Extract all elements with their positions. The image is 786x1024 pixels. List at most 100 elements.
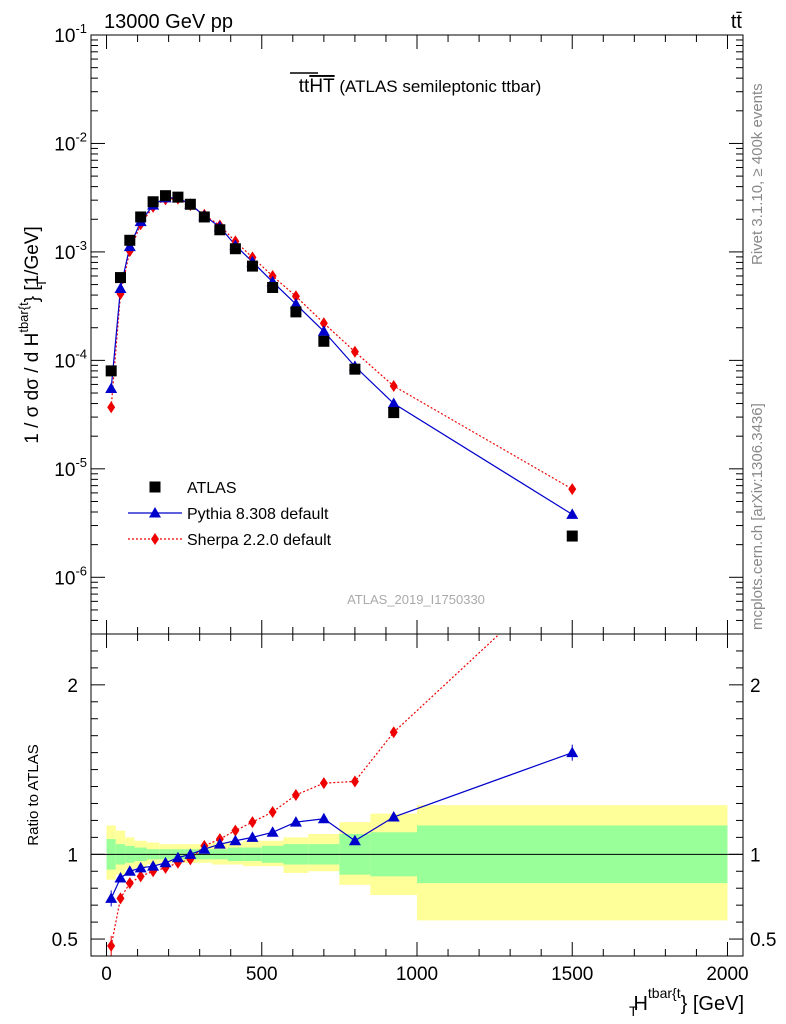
atlas-point (135, 211, 147, 223)
atlas-point (114, 272, 126, 284)
plot-title-main: tt (299, 76, 310, 97)
atlas-point (184, 198, 196, 210)
atlas-point (147, 196, 159, 208)
y-tick-label: 10-4 (54, 346, 87, 372)
x-tick-label: 2000 (706, 964, 748, 985)
pythia-point (123, 240, 136, 252)
y-tick-label: 10-3 (54, 238, 87, 264)
y-tick-label: 10-2 (54, 129, 87, 155)
sherpa-ratio-point (125, 877, 134, 890)
pythia-ratio-point (387, 811, 400, 822)
y-axis-label: 1 / σ dσ / d Htbar{t} [1/GeV] T (16, 226, 49, 444)
pythia-point (566, 508, 579, 519)
legend-pythia-marker (149, 507, 161, 518)
sherpa-point (568, 483, 577, 496)
atlas-point (318, 335, 330, 347)
sherpa-ratio-point (268, 805, 277, 818)
pythia-point (114, 282, 127, 293)
y-axis-label-tail: } [1/GeV] (22, 226, 43, 302)
plot-title: ttHT (ATLAS semileptonic ttbar) (299, 76, 541, 97)
pythia-point (317, 325, 330, 336)
pythia-ratio-point (105, 892, 118, 903)
sherpa-ratio-point (350, 775, 359, 788)
atlas-point (124, 234, 136, 246)
y-tick-label: 10-1 (54, 21, 87, 47)
atlas-point (246, 260, 258, 272)
atlas-point (214, 224, 226, 236)
atlas-point (198, 211, 210, 223)
pythia-ratio-point (229, 834, 242, 846)
pythia-ratio-point (289, 816, 302, 827)
rivet-label: Rivet 3.1.10, ≥ 400k events (749, 83, 766, 265)
atlas-point (267, 281, 279, 293)
legend-label: Pythia 8.308 default (187, 506, 329, 523)
sherpa-point (350, 345, 359, 358)
ratio-tick-label: 0.5 (52, 930, 78, 951)
pythia-ratio-point (159, 856, 172, 868)
pythia-ratio-point (184, 848, 197, 859)
legend-sherpa-marker (151, 533, 159, 545)
x-axis-label-sub: T (629, 1003, 638, 1019)
svg-text:1 / σ dσ / d Htbar{t} [1/GeV]: 1 / σ dσ / d Htbar{t} [1/GeV] (16, 226, 43, 444)
atlas-point (105, 365, 117, 377)
y-axis-label-sup: tbar{t (16, 302, 31, 333)
main-plot-panel: 10-6 10-5 10-4 10-3 10-2 10-1 (54, 21, 744, 635)
x-tick-label: 1500 (551, 964, 593, 985)
sherpa-point (389, 380, 398, 393)
atlas-point (229, 243, 241, 255)
pythia-ratio-point (114, 872, 127, 883)
x-tick-label: 1000 (396, 964, 438, 985)
sherpa-point (107, 401, 116, 414)
sherpa-ratio-point (116, 892, 125, 905)
mcplots-label: mcplots.cern.ch [arXiv:1306.3436] (749, 403, 766, 630)
sherpa-ratio-point (231, 824, 240, 837)
y-axis-label-sub: T (34, 279, 49, 287)
pythia-ratio-point (317, 812, 330, 824)
sherpa-line (110, 198, 573, 490)
legend-atlas-marker (149, 481, 161, 493)
ratio-tick-label: 1 (67, 845, 78, 866)
atlas-point (160, 190, 172, 202)
ratio-tick-label: 2 (67, 676, 78, 697)
sherpa-ratio-point (136, 870, 145, 883)
x-axis-label-tail: } [GeV] (681, 993, 744, 1015)
legend-label: Sherpa 2.2.0 default (187, 532, 332, 549)
pythia-ratio-point (134, 861, 147, 873)
pythia-ratio-point (123, 865, 136, 876)
pythia-point (289, 298, 302, 309)
sherpa-ratio-point (389, 726, 398, 739)
x-tick-label: 500 (246, 964, 278, 985)
ratio-tick-label-right: 2 (750, 676, 761, 697)
pythia-ratio-point (246, 831, 259, 842)
pythia-ratio-point (171, 851, 184, 863)
x-axis-label-main: H (633, 993, 647, 1015)
pythia-ratio-point (198, 843, 211, 854)
plot-title-overline: HT (309, 76, 335, 97)
atlas-point (290, 306, 302, 318)
atlas-point (566, 530, 578, 542)
atlas-point (172, 191, 184, 203)
x-axis-label: Htbar{t} [GeV] (633, 985, 744, 1015)
ratio-axis-label: Ratio to ATLAS (25, 744, 42, 845)
sherpa-ratio-point (291, 789, 300, 801)
legend-label: ATLAS (187, 480, 237, 497)
x-tick-label: 0 (101, 964, 112, 985)
ratio-tick-label-right: 1 (750, 845, 761, 866)
energy-label: 13000 GeV pp (104, 11, 233, 33)
pythia-point (105, 382, 118, 394)
process-label: tt̄ (731, 11, 743, 33)
sherpa-ratio-point (107, 939, 116, 952)
sherpa-ratio-point (248, 816, 257, 829)
pythia-ratio-point (266, 826, 279, 837)
sherpa-ratio-point (319, 777, 328, 790)
atlas-point (349, 363, 361, 375)
y-axis-label-main: 1 / σ dσ / d H (22, 333, 43, 444)
sherpa-ratio-point (568, 560, 576, 572)
atlas-point (388, 407, 400, 419)
pythia-point (387, 397, 400, 409)
sherpa-point (319, 317, 328, 330)
analysis-id: ATLAS_2019_I1750330 (347, 592, 485, 607)
plot-title-rest: (ATLAS semileptonic ttbar) (335, 77, 542, 96)
